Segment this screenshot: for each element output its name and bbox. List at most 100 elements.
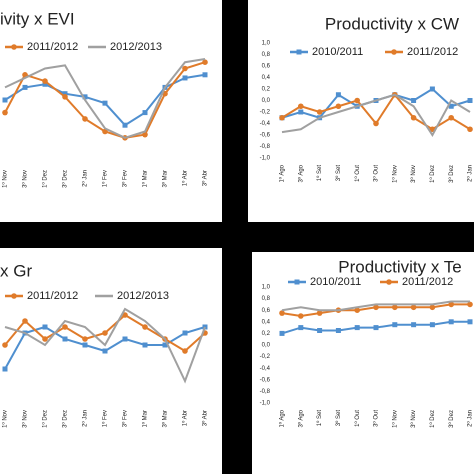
- x-tick-label: 3º Ago: [297, 409, 304, 427]
- point: [182, 348, 188, 354]
- point: [467, 126, 473, 133]
- point: [411, 98, 417, 103]
- series-line: [281, 300, 470, 312]
- point: [410, 304, 417, 311]
- point: [373, 304, 379, 311]
- series-line: [4, 58, 206, 139]
- x-tick-label: 3º Nov: [22, 410, 29, 428]
- point: [142, 110, 148, 116]
- panel: [252, 252, 474, 474]
- x-tick-label: 2º Jan: [82, 170, 89, 187]
- point: [62, 324, 68, 330]
- y-tick-label: 1,0: [262, 41, 271, 47]
- y-tick-label: -0,8: [260, 389, 271, 395]
- point: [102, 100, 108, 106]
- y-tick-label: -0,2: [260, 354, 271, 360]
- y-tick-label: -0,8: [260, 144, 271, 150]
- point: [317, 328, 323, 333]
- point: [392, 322, 398, 328]
- y-tick-label: 0,6: [262, 64, 271, 70]
- point: [182, 330, 188, 336]
- point: [354, 97, 361, 104]
- y-tick-label: 0,6: [262, 308, 271, 314]
- point: [2, 366, 8, 372]
- point: [354, 307, 361, 314]
- point: [22, 318, 28, 324]
- x-tick-label: 3º Dez: [62, 170, 69, 188]
- x-tick-label: 1º Fev: [102, 170, 109, 187]
- point: [467, 98, 473, 103]
- y-tick-label: -1,0: [260, 401, 271, 407]
- x-tick-label: 3º Mar: [162, 410, 169, 428]
- x-tick-label: 1º Abr: [182, 170, 189, 186]
- chart-title: Productivity x Te: [338, 257, 461, 276]
- point: [82, 116, 88, 122]
- legend-label: 2011/2012: [407, 46, 458, 58]
- point: [373, 120, 379, 127]
- legend-label: 2011/2012: [402, 276, 453, 288]
- point: [448, 319, 454, 325]
- x-tick-label: 1º Nov: [2, 410, 9, 428]
- x-tick-label: 3º Fev: [122, 410, 129, 427]
- x-tick-label: 3º Fev: [122, 170, 129, 187]
- y-tick-label: 0,2: [262, 87, 271, 93]
- y-tick-label: 1,0: [262, 285, 271, 291]
- x-tick-label: 1º Dez: [429, 410, 436, 428]
- x-tick-label: 3º Nov: [410, 165, 417, 183]
- point: [82, 336, 88, 342]
- chart-title: ivity x EVI: [0, 9, 75, 28]
- y-tick-label: 0,4: [262, 319, 271, 325]
- legend-marker: [296, 49, 302, 55]
- point: [335, 103, 342, 110]
- legend-label: 2011/2012: [27, 41, 78, 53]
- legend-label: 2012/2013: [117, 290, 169, 302]
- x-tick-label: 3º Mar: [162, 170, 169, 188]
- x-tick-label: 1º Mar: [142, 410, 149, 428]
- x-tick-label: 1º Mar: [142, 170, 149, 188]
- y-tick-label: 0,0: [262, 98, 271, 104]
- y-tick-label: -0,4: [260, 366, 271, 372]
- x-tick-label: 3º Nov: [22, 170, 29, 188]
- point: [182, 75, 188, 81]
- point: [42, 78, 48, 84]
- point: [2, 109, 8, 116]
- x-tick-label: 3º Out: [373, 165, 380, 182]
- point: [429, 86, 435, 92]
- legend-marker: [11, 293, 17, 299]
- point: [429, 304, 436, 311]
- legend-label: 2010/2011: [312, 46, 363, 58]
- x-tick-label: 1º Set: [316, 410, 323, 427]
- x-tick-label: 1º Out: [354, 165, 361, 182]
- x-tick-label: 2º Jan: [82, 410, 89, 427]
- x-tick-label: 1º Ago: [279, 164, 286, 182]
- x-tick-label: 1º Nov: [391, 410, 398, 428]
- legend-marker: [294, 279, 300, 285]
- point: [467, 301, 473, 308]
- x-tick-label: 1º Dez: [42, 170, 49, 188]
- x-tick-label: 3º Ago: [297, 164, 304, 182]
- chart-title: Productivity x CW: [325, 14, 459, 33]
- y-tick-label: -1,0: [260, 156, 271, 162]
- y-tick-label: -0,6: [260, 377, 271, 383]
- x-tick-label: 1º Dez: [42, 410, 49, 428]
- point: [142, 342, 148, 348]
- point: [42, 81, 48, 87]
- y-tick-label: 0,8: [262, 52, 271, 58]
- point: [62, 94, 68, 100]
- point: [82, 94, 88, 100]
- x-tick-label: 1º Nov: [2, 170, 9, 188]
- point: [298, 103, 304, 110]
- x-tick-label: 3º Dez: [62, 410, 69, 428]
- x-tick-label: 3º Dez: [448, 410, 455, 428]
- point: [202, 72, 208, 78]
- point: [392, 304, 398, 311]
- point: [335, 328, 341, 333]
- x-tick-label: 1º Dez: [429, 165, 436, 183]
- point: [279, 330, 285, 336]
- point: [316, 310, 323, 316]
- point: [279, 310, 285, 316]
- chart-title: x Gr: [0, 261, 32, 280]
- y-tick-label: -0,6: [260, 133, 271, 139]
- point: [62, 336, 68, 342]
